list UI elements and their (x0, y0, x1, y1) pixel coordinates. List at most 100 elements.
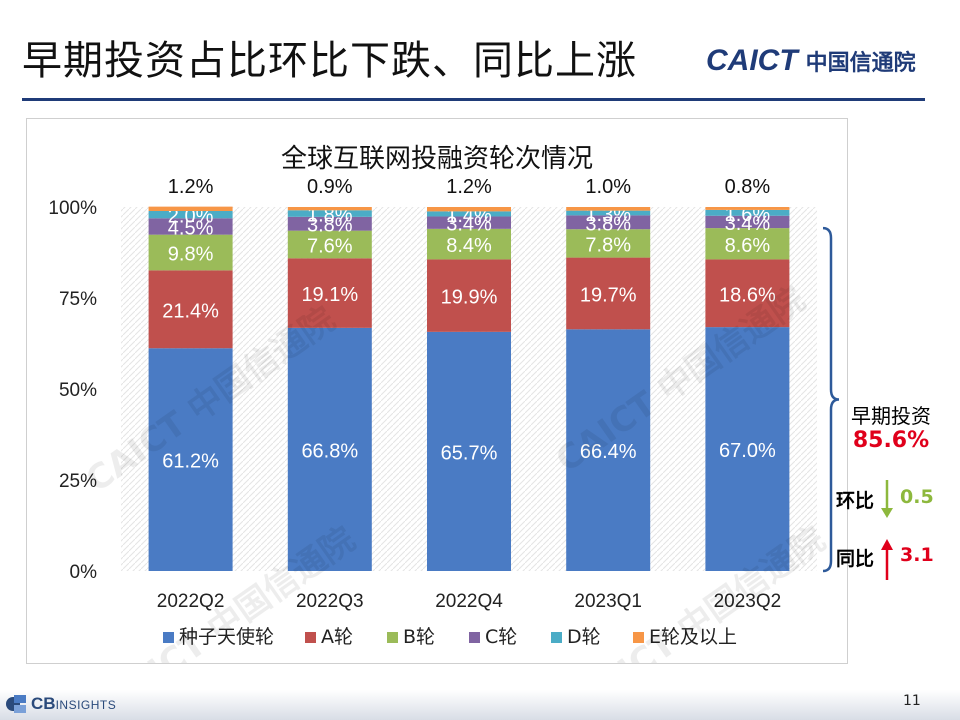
page-number: 11 (903, 693, 921, 709)
data-label: 61.2% (162, 451, 219, 473)
legend-swatch (633, 632, 644, 643)
legend-label: A轮 (321, 626, 353, 648)
cb-mark-icon (6, 695, 28, 713)
legend-swatch (305, 632, 316, 643)
legend-swatch (387, 632, 398, 643)
bar-segment (566, 210, 651, 216)
bar-segment (705, 207, 790, 210)
bar-segment (287, 216, 372, 231)
bar-segment (566, 257, 651, 330)
legend-label: D轮 (567, 626, 601, 648)
legend-swatch (469, 632, 480, 643)
footer-bar (0, 690, 960, 720)
bar-segment (148, 348, 233, 571)
bar-segment (427, 207, 511, 212)
y-tick-label: 25% (59, 471, 97, 492)
early-investment-value: 85.6% (852, 428, 930, 453)
x-tick-label: 2023Q1 (574, 591, 642, 612)
qoq-row: 环比 (836, 486, 874, 513)
data-label: 3.4% (446, 214, 492, 236)
bar-segment (566, 229, 651, 258)
legend-label: 种子天使轮 (179, 626, 274, 648)
data-label: 8.6% (725, 235, 771, 257)
yoy-value: 3.1 (900, 544, 934, 566)
early-investment-label: 早期投资 (851, 404, 931, 428)
logo-en: CAICT (706, 44, 798, 77)
bracket-icon (822, 226, 840, 573)
cb-logo-sub: INSIGHTS (55, 698, 117, 712)
data-label: 19.1% (301, 284, 358, 306)
bar-segment (427, 331, 511, 571)
chart-frame: 全球互联网投融资轮次情况 0% 25% 50% 75% 100% 61.2% 21.4% 9.8… (26, 118, 848, 664)
y-tick-label: 0% (70, 562, 98, 583)
bar-segment (148, 211, 233, 219)
data-label: 65.7% (441, 442, 498, 464)
data-label: 1.0% (585, 176, 631, 198)
bar-segment (705, 215, 790, 229)
data-label: 66.4% (580, 441, 637, 463)
stacked-bar-chart: 全球互联网投融资轮次情况 0% 25% 50% 75% 100% 61.2% 21.4% 9.8… (48, 144, 840, 663)
data-label: 21.4% (162, 300, 219, 322)
bar-segment (705, 259, 790, 328)
data-label: 0.8% (725, 176, 771, 198)
data-label: 9.8% (168, 244, 214, 266)
bar-segment (566, 329, 651, 571)
data-label: 3.4% (725, 213, 771, 235)
bar-segment (427, 211, 511, 217)
bar-segment (287, 230, 372, 259)
y-tick-label: 100% (48, 198, 97, 219)
bar-segment (287, 327, 372, 571)
bar-segment (566, 207, 651, 211)
x-tick-label: 2022Q4 (435, 591, 503, 612)
yoy-label: 同比 (836, 548, 875, 570)
qoq-label: 环比 (836, 490, 875, 512)
caict-logo: CAICT 中国信通院 (706, 44, 916, 78)
legend-label: C轮 (485, 626, 517, 648)
cb-logo-text: CB (31, 694, 56, 713)
data-label: 19.7% (580, 284, 637, 306)
cb-insights-logo: CBINSIGHTS (6, 694, 116, 714)
bar-segment (287, 210, 372, 217)
data-label: 3.8% (307, 215, 353, 237)
data-label: 7.8% (585, 234, 631, 256)
legend-label: B轮 (403, 626, 435, 648)
data-label: 7.6% (307, 235, 353, 257)
bar-segment (705, 228, 790, 260)
bar-segment (148, 218, 233, 235)
data-label: 67.0% (719, 440, 776, 462)
data-label: 8.4% (446, 235, 492, 257)
bar-segment (705, 209, 790, 216)
y-tick-label: 50% (59, 380, 97, 401)
data-label: 19.9% (441, 287, 498, 309)
data-label: 1.2% (446, 176, 492, 198)
x-tick-label: 2022Q3 (296, 591, 364, 612)
bar-segment (566, 215, 651, 230)
chart-title: 全球互联网投融资轮次情况 (281, 144, 593, 174)
bar-segment (287, 258, 372, 328)
data-label: 4.5% (168, 217, 214, 239)
data-label: 3.8% (585, 213, 631, 235)
data-label: 0.9% (307, 176, 353, 198)
bar-segment (287, 207, 372, 211)
yoy-row: 同比 (836, 544, 874, 571)
title-divider (22, 98, 925, 101)
bar-segment (148, 234, 233, 271)
slide-title: 早期投资占比环比下跌、同比上涨 (22, 38, 637, 84)
legend-swatch (163, 632, 174, 643)
bar-segment (427, 216, 511, 229)
bar-segment (427, 228, 511, 260)
qoq-value: 0.5 (900, 486, 934, 508)
bar-segment (148, 206, 233, 212)
bar-segment (427, 259, 511, 332)
legend-label: E轮及以上 (649, 626, 737, 648)
yoy-up-arrow-icon (881, 539, 893, 580)
data-label: 1.2% (168, 176, 214, 198)
bar-segment (705, 327, 790, 571)
x-tick-label: 2022Q2 (157, 591, 225, 612)
x-tick-label: 2023Q2 (714, 591, 782, 612)
y-tick-label: 75% (59, 289, 97, 310)
logo-cn: 中国信通院 (805, 51, 916, 76)
data-label: 18.6% (719, 284, 776, 306)
bar-segment (148, 270, 233, 349)
data-label: 2.0% (168, 206, 214, 228)
